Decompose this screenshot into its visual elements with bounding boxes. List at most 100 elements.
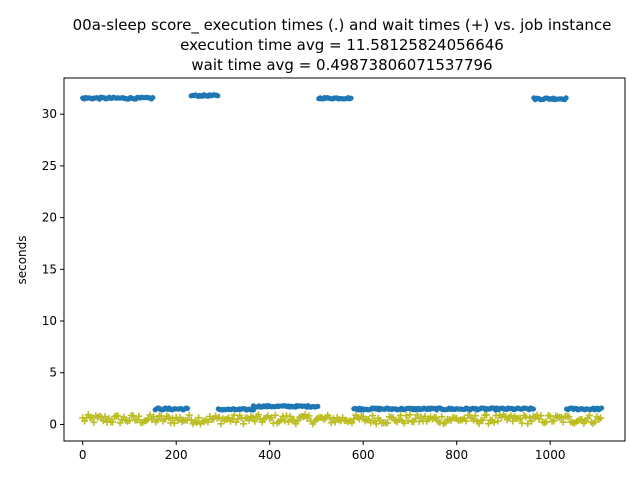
wait-time-point: [559, 418, 567, 426]
wait-time-point: [294, 417, 302, 425]
wait-time-point: [359, 412, 367, 420]
wait-time-point: [90, 418, 98, 426]
y-tick-label: 25: [42, 159, 57, 173]
wait-time-point: [550, 417, 558, 425]
wait-time-point: [509, 417, 517, 425]
x-tick-label: 1000: [535, 448, 566, 462]
y-tick-label: 0: [49, 417, 57, 431]
wait-time-point: [400, 419, 408, 427]
wait-time-point: [170, 419, 178, 427]
wait-time-point: [99, 417, 107, 425]
wait-time-point: [168, 414, 176, 422]
wait-time-point: [251, 417, 259, 425]
wait-times-series: [79, 411, 605, 428]
wait-time-point: [114, 412, 122, 420]
wait-time-point: [133, 416, 141, 424]
wait-time-point: [367, 419, 375, 427]
wait-time-point: [135, 412, 143, 420]
wait-time-point: [372, 420, 380, 428]
wait-time-point: [146, 411, 154, 419]
wait-time-point: [305, 412, 313, 420]
wait-time-point: [524, 420, 532, 428]
wait-time-point: [348, 419, 356, 427]
execution-time-point: [599, 405, 605, 411]
y-tick-label: 10: [42, 314, 57, 328]
wait-time-point: [271, 411, 279, 419]
wait-time-point: [565, 413, 573, 421]
wait-time-point: [150, 413, 158, 421]
wait-time-point: [215, 413, 223, 421]
wait-time-point: [101, 413, 109, 421]
x-tick-label: 200: [165, 448, 188, 462]
execution-time-point: [530, 406, 536, 412]
wait-time-point: [402, 412, 410, 420]
x-axis-ticks: 0 200 400 600 800 1000: [79, 441, 566, 462]
wait-time-point: [404, 417, 412, 425]
wait-time-point: [154, 416, 161, 424]
wait-time-point: [462, 417, 470, 425]
wait-time-point: [438, 413, 446, 421]
wait-time-point: [578, 415, 586, 423]
wait-time-point: [290, 416, 298, 424]
wait-time-point: [249, 414, 257, 422]
wait-time-point: [268, 413, 276, 421]
wait-time-point: [597, 414, 605, 422]
wait-time-point: [421, 412, 429, 420]
wait-time-point: [331, 418, 339, 426]
wait-time-point: [195, 414, 203, 422]
wait-time-point: [406, 411, 414, 419]
wait-time-point: [470, 416, 478, 424]
wait-time-point: [471, 412, 479, 420]
wait-time-point: [494, 417, 502, 425]
execution-time-point: [315, 403, 321, 410]
chart-title-line-2: execution time avg = 11.58125824056646: [180, 36, 504, 54]
x-tick-label: 800: [445, 448, 468, 462]
wait-time-point: [490, 418, 498, 426]
wait-time-point: [522, 413, 530, 421]
wait-time-point: [258, 418, 266, 426]
wait-time-point: [254, 411, 262, 419]
wait-time-point: [204, 418, 212, 426]
wait-time-point: [185, 411, 193, 419]
y-tick-label: 30: [42, 107, 57, 121]
wait-time-point: [193, 419, 201, 427]
execution-time-point: [184, 405, 191, 412]
y-tick-label: 15: [42, 262, 57, 276]
wait-time-point: [412, 415, 420, 423]
wait-time-point: [109, 418, 117, 426]
wait-time-point: [557, 413, 565, 421]
wait-time-point: [234, 415, 242, 423]
execution-time-point: [348, 95, 354, 101]
wait-time-point: [176, 413, 184, 421]
y-tick-label: 5: [49, 366, 57, 380]
wait-time-point: [516, 415, 524, 423]
execution-time-point: [215, 93, 221, 99]
x-tick-label: 400: [258, 448, 281, 462]
wait-time-point: [369, 412, 377, 420]
wait-time-point: [284, 418, 292, 426]
wait-time-point: [528, 417, 535, 425]
wait-time-point: [479, 416, 487, 424]
chart-title-line-1: 00a-sleep score_ execution times (.) and…: [73, 16, 612, 35]
wait-time-point: [585, 412, 593, 420]
execution-time-point: [563, 95, 569, 101]
wait-time-point: [240, 420, 248, 428]
execution-times-series: [80, 92, 605, 413]
wait-time-point: [537, 412, 545, 420]
wait-time-point: [301, 411, 309, 419]
wait-time-point: [245, 416, 253, 424]
y-tick-label: 20: [42, 211, 57, 225]
x-tick-label: 0: [79, 448, 87, 462]
axes-frame: [63, 77, 626, 442]
wait-time-point: [417, 413, 425, 421]
y-axis-ticks: 0 5 10 15 20 25 30: [42, 107, 64, 431]
wait-time-point: [165, 413, 173, 421]
wait-time-point: [591, 418, 599, 426]
wait-time-point: [187, 416, 195, 424]
execution-time-point: [150, 94, 156, 101]
wait-time-point: [326, 414, 334, 422]
wait-time-point: [286, 412, 294, 420]
wait-time-point: [384, 419, 392, 427]
